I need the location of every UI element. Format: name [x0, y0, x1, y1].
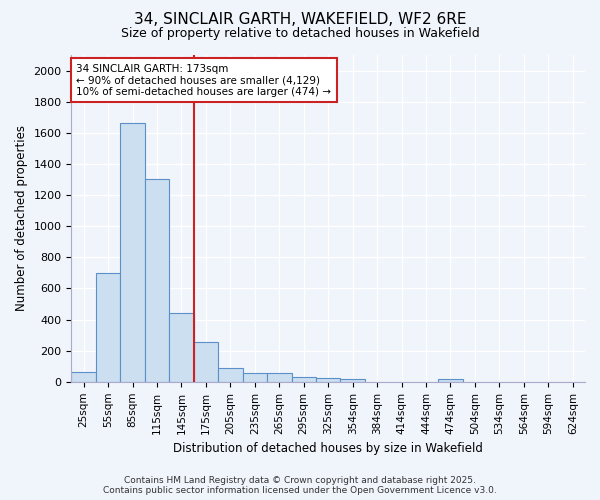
Bar	[194, 342, 218, 382]
Bar	[121, 124, 145, 382]
Text: Contains HM Land Registry data © Crown copyright and database right 2025.
Contai: Contains HM Land Registry data © Crown c…	[103, 476, 497, 495]
Bar	[438, 380, 463, 382]
Bar	[71, 372, 96, 382]
Bar	[292, 377, 316, 382]
Bar	[145, 178, 169, 382]
Bar	[267, 374, 292, 382]
Bar	[169, 312, 194, 382]
X-axis label: Distribution of detached houses by size in Wakefield: Distribution of detached houses by size …	[173, 442, 483, 455]
Text: Size of property relative to detached houses in Wakefield: Size of property relative to detached ho…	[121, 28, 479, 40]
Text: 34 SINCLAIR GARTH: 173sqm
← 90% of detached houses are smaller (4,129)
10% of se: 34 SINCLAIR GARTH: 173sqm ← 90% of detac…	[76, 64, 331, 97]
Bar	[96, 273, 121, 382]
Bar	[218, 368, 242, 382]
Bar	[316, 378, 340, 382]
Text: 34, SINCLAIR GARTH, WAKEFIELD, WF2 6RE: 34, SINCLAIR GARTH, WAKEFIELD, WF2 6RE	[134, 12, 466, 28]
Y-axis label: Number of detached properties: Number of detached properties	[15, 126, 28, 312]
Bar	[340, 380, 365, 382]
Bar	[242, 374, 267, 382]
